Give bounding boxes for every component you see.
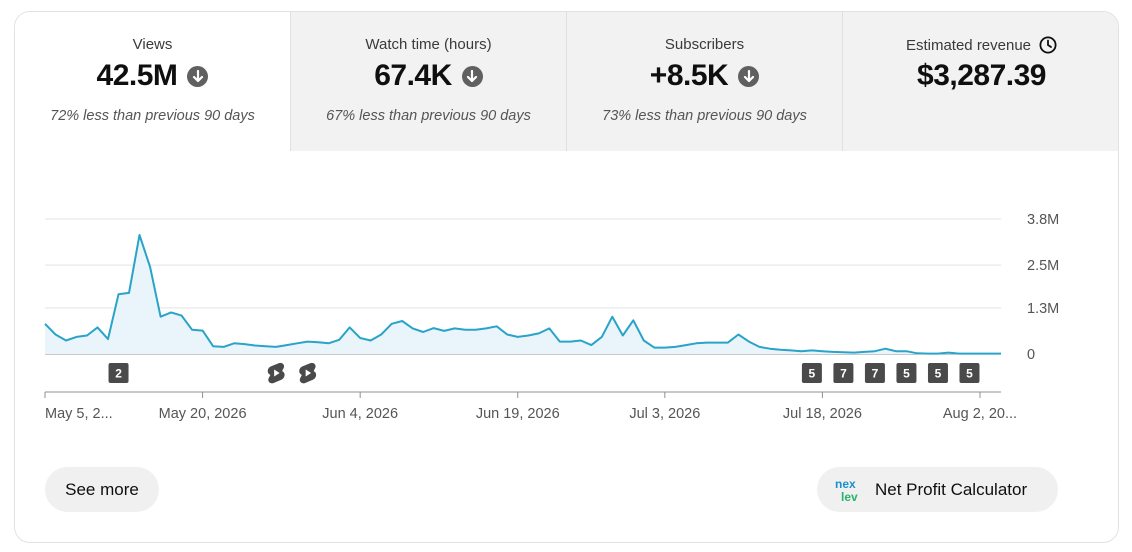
video-count-marker: 5 [927, 363, 948, 383]
marker-count-label: 2 [115, 367, 122, 381]
metric-tab-subscribers[interactable]: Subscribers +8.5K 73% less than previous… [567, 12, 843, 151]
metric-label: Subscribers [664, 36, 745, 53]
metric-tab-revenue[interactable]: Estimated revenue $3,287.39 [843, 12, 1118, 151]
metric-tab-views[interactable]: Views 42.5M 72% less than previous 90 da… [15, 12, 291, 151]
marker-count-label: 5 [809, 367, 816, 381]
video-count-marker: 2 [108, 363, 129, 383]
y-tick-label: 2.5M [1027, 258, 1059, 274]
y-tick-label: 0 [1027, 347, 1035, 363]
marker-box [959, 363, 980, 383]
shorts-play [305, 369, 312, 377]
marker-box [896, 363, 917, 383]
see-more-button[interactable]: See more [45, 467, 159, 512]
metric-tabs: Views 42.5M 72% less than previous 90 da… [15, 12, 1118, 151]
metric-value-text: 42.5M [96, 59, 178, 92]
metric-value-text: +8.5K [649, 59, 729, 92]
metric-label-text: Estimated revenue [905, 36, 1032, 54]
video-count-marker: 7 [864, 363, 885, 383]
marker-box [833, 363, 854, 383]
metric-comparison: 67% less than previous 90 days [326, 108, 531, 124]
video-count-marker: 7 [833, 363, 854, 383]
x-tick-label: May 5, 2... [45, 406, 113, 422]
x-tick-label: Jun 19, 2026 [476, 406, 560, 422]
y-tick-label: 1.3M [1027, 301, 1059, 317]
shorts-icon [299, 362, 317, 384]
views-series-line [44, 234, 1001, 355]
x-tick-label: Aug 2, 20... [943, 406, 1017, 422]
x-tick-label: Jul 3, 2026 [629, 406, 700, 422]
arrow-down-circle-icon [461, 65, 483, 87]
video-count-marker: 5 [801, 363, 822, 383]
arrow-down-circle-icon [738, 65, 760, 87]
y-axis-ticks: 3.8M 2.5M 1.3M 0 [1027, 212, 1059, 363]
metric-label: Watch time (hours) [365, 36, 492, 53]
marker-count-label: 7 [840, 367, 847, 381]
x-tick-label: Jun 4, 2026 [322, 406, 398, 422]
metric-label: Estimated revenue [843, 36, 1118, 54]
metric-label: Views [132, 36, 173, 53]
net-profit-calculator-label: Net Profit Calculator [875, 479, 1028, 499]
views-chart[interactable]: 3.8M 2.5M 1.3M 0 2 5 7 7 5 5 5 May 5, 2... May 20,… [0, 0, 1132, 430]
x-axis-ticks: May 5, 2... May 20, 2026 Jun 4, 2026 Jun 19… [44, 392, 1017, 422]
marker-count-label: 5 [966, 367, 973, 381]
metric-value-text: 67.4K [374, 59, 452, 92]
marker-box [927, 363, 948, 383]
marker-count-label: 5 [935, 367, 942, 381]
metric-value: 67.4K [291, 59, 566, 93]
x-tick-label: May 20, 2026 [159, 406, 247, 422]
nexlev-logo-icon: nex lev [835, 477, 865, 504]
event-markers: 2 5 7 7 5 5 5 [108, 362, 980, 384]
arrow-down-circle-icon [187, 65, 209, 87]
marker-count-label: 7 [872, 367, 879, 381]
marker-count-label: 5 [903, 367, 910, 381]
metric-value: $3,287.39 [843, 59, 1118, 93]
marker-box [108, 363, 129, 383]
svg-text:nex: nex [835, 477, 856, 491]
metric-comparison: 73% less than previous 90 days [602, 108, 807, 124]
area-fill [45, 235, 1001, 354]
net-profit-calculator-button[interactable]: nex lev Net Profit Calculator [817, 467, 1058, 512]
video-count-marker: 5 [896, 363, 917, 383]
shorts-icon [267, 362, 285, 384]
metric-comparison: 72% less than previous 90 days [50, 108, 255, 124]
svg-text:lev: lev [841, 490, 858, 503]
metric-value: 42.5M [15, 59, 290, 93]
marker-box [864, 363, 885, 383]
metric-value-text: $3,287.39 [917, 59, 1046, 92]
x-tick-label: Jul 18, 2026 [783, 406, 862, 422]
chart-area [45, 235, 1001, 354]
marker-box [801, 363, 822, 383]
metric-tab-watch-time[interactable]: Watch time (hours) 67.4K 67% less than p… [291, 12, 567, 151]
clock-icon [1039, 36, 1057, 54]
shorts-play [274, 369, 280, 377]
metric-value: +8.5K [567, 59, 842, 93]
y-tick-label: 3.8M [1027, 212, 1059, 228]
video-count-marker: 5 [959, 363, 980, 383]
analytics-card: Views 42.5M 72% less than previous 90 da… [14, 11, 1119, 543]
chart-line [44, 234, 1001, 355]
